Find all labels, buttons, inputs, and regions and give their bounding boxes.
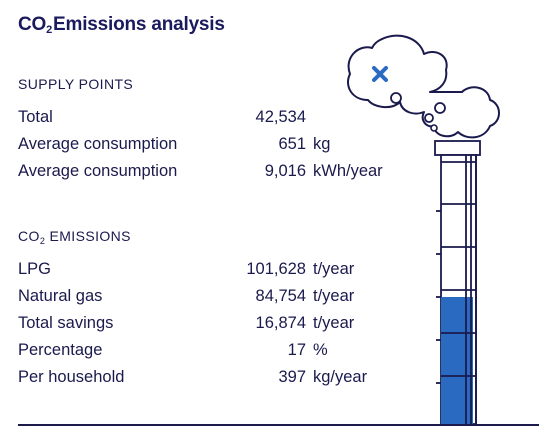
row-value: 651: [278, 135, 306, 153]
supply-points-heading: SUPPLY POINTS: [18, 76, 134, 92]
smoke-cloud-icon: [347, 34, 500, 139]
row-label: Per household: [18, 368, 125, 386]
row-unit: t/year: [313, 260, 355, 278]
row-label: Average consumption: [18, 162, 178, 180]
smoke-bubble: [390, 92, 402, 104]
emissions-heading: CO2 EMISSIONS: [18, 228, 131, 246]
row-label: Average consumption: [18, 135, 178, 153]
chimney-fill: [441, 297, 473, 424]
table-row: Natural gas 84,754 t/year: [18, 287, 398, 313]
table-row: Percentage 17 %: [18, 341, 398, 367]
row-unit: kg/year: [313, 368, 368, 386]
row-value: 397: [278, 368, 306, 386]
smoke-bubble: [430, 124, 438, 132]
row-label: Percentage: [18, 341, 103, 359]
row-label: Total: [18, 108, 53, 126]
row-value: 9,016: [264, 162, 306, 180]
page-title: CO2Emissions analysis: [18, 14, 225, 36]
table-row: Total savings 16,874 t/year: [18, 314, 398, 340]
table-row: LPG 101,628 t/year: [18, 260, 398, 286]
row-value: 17: [287, 341, 306, 359]
table-row: Per household 397 kg/year: [18, 368, 398, 394]
row-value: 101,628: [246, 260, 306, 278]
smoke-bubble: [424, 113, 434, 123]
smoke-bubble: [434, 102, 446, 114]
x-mark-icon: [372, 66, 388, 82]
row-unit: t/year: [313, 314, 355, 332]
row-unit: %: [313, 341, 328, 359]
row-value: 84,754: [255, 287, 306, 305]
row-unit: kWh/year: [313, 162, 383, 180]
row-label: Natural gas: [18, 287, 103, 305]
table-row: Average consumption 9,016 kWh/year: [18, 162, 398, 188]
chimney-icon: [434, 140, 481, 425]
table-row: Total 42,534: [18, 108, 398, 134]
row-value: 42,534: [255, 108, 306, 126]
row-value: 16,874: [255, 314, 306, 332]
row-label: Total savings: [18, 314, 114, 332]
ground-line: [18, 424, 539, 426]
row-label: LPG: [18, 260, 52, 278]
row-unit: t/year: [313, 287, 355, 305]
row-unit: kg: [313, 135, 331, 153]
table-row: Average consumption 651 kg: [18, 135, 398, 161]
